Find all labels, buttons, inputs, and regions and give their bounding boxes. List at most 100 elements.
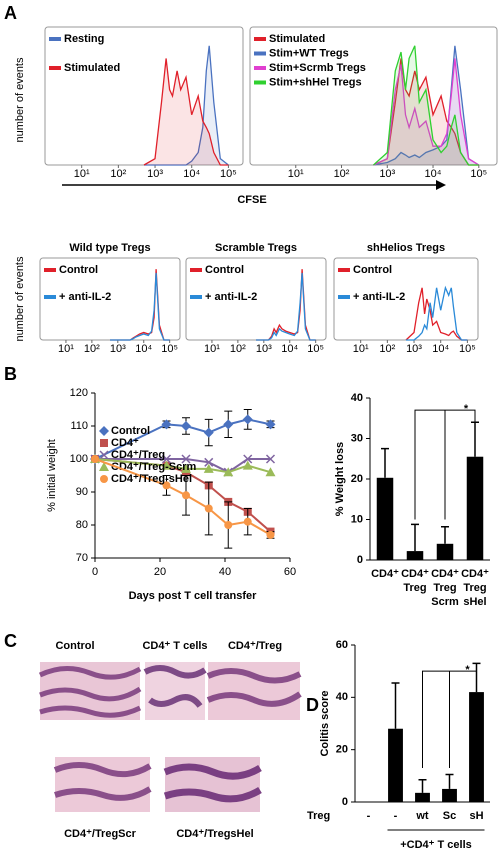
legend-marker xyxy=(99,462,109,471)
data-point xyxy=(265,454,276,464)
x-tick-label: 10² xyxy=(230,343,246,355)
histology: Control CD4⁺ T cells CD4⁺/Treg CD4⁺/Treg… xyxy=(38,640,302,840)
error-bar xyxy=(441,526,449,544)
legend-label: + anti-IL-2 xyxy=(205,291,257,303)
legend-label: Stimulated xyxy=(64,62,120,74)
x-tick-label: - xyxy=(394,810,398,822)
tissue-pattern xyxy=(206,668,302,707)
legend-label: Control xyxy=(59,264,98,276)
data-point xyxy=(265,467,276,477)
x-tick-label: sH xyxy=(469,810,483,822)
chart-title: Wild type Tregs xyxy=(69,242,150,254)
tissue-pattern xyxy=(53,762,152,801)
x-tick-label: CD4⁺ Treg Scrm xyxy=(431,568,459,608)
error-bar xyxy=(411,523,419,552)
bar xyxy=(442,788,457,802)
x-tick-label: 10¹ xyxy=(74,168,90,180)
legend-label: Control xyxy=(353,264,392,276)
chart-title: shHelios Tregs xyxy=(367,242,445,254)
y-tick-label: 70 xyxy=(76,552,88,564)
legend-label: + anti-IL-2 xyxy=(353,291,405,303)
bar xyxy=(466,456,484,560)
image-label: Control xyxy=(55,640,94,652)
legend-label: + anti-IL-2 xyxy=(59,291,111,303)
data-point xyxy=(266,530,275,539)
y-tick-label: 80 xyxy=(76,519,88,531)
panel-label: B xyxy=(4,364,17,384)
data-point xyxy=(161,454,172,464)
data-point xyxy=(162,481,171,490)
chart-title: Scramble Tregs xyxy=(215,242,297,254)
data-point xyxy=(243,517,252,526)
histogram-area xyxy=(373,58,479,165)
x-tick-label: wt xyxy=(415,810,429,822)
x-tick-label: 10³ xyxy=(110,343,126,355)
group-label: +CD4⁺ T cells xyxy=(400,839,472,851)
x-tick-label: - xyxy=(367,810,371,822)
data-point xyxy=(161,460,172,470)
legend-label: Stim+Scrmb Tregs xyxy=(269,62,366,74)
row-label: Treg xyxy=(307,810,330,822)
y-tick-label: 0 xyxy=(342,796,348,808)
error-bar xyxy=(445,773,454,789)
x-tick-label: 10⁴ xyxy=(432,343,449,355)
data-point xyxy=(265,419,276,430)
histogram-curve xyxy=(143,58,229,166)
y-tick-label: 40 xyxy=(351,392,363,404)
bar xyxy=(376,477,394,560)
x-tick-label: 60 xyxy=(284,566,296,578)
x-tick-label: CD4⁺ Treg sHel xyxy=(461,568,489,608)
image-label: CD4⁺ T cells xyxy=(142,640,207,652)
histogram-curve xyxy=(406,285,468,341)
x-tick-label: 10⁵ xyxy=(459,343,476,355)
legend-label: CD4⁺/Treg xyxy=(111,449,165,461)
histogram-curve xyxy=(405,287,468,341)
panel-label: A xyxy=(4,3,17,23)
x-tick-label: Sc xyxy=(443,810,456,822)
y-axis-label: number of events xyxy=(14,57,26,142)
x-tick-label: 10¹ xyxy=(58,343,74,355)
histogram-area xyxy=(144,45,229,165)
histogram-curve xyxy=(110,272,170,341)
significance-bracket xyxy=(422,670,477,768)
bar xyxy=(469,692,484,802)
tissue-pattern xyxy=(38,666,142,718)
annotation: * xyxy=(464,403,469,415)
legend-label: CD4⁺/Treg-sHel xyxy=(111,473,192,485)
bar xyxy=(388,728,403,802)
histogram-curve xyxy=(373,45,480,166)
data-point xyxy=(223,467,234,477)
y-tick-label: 100 xyxy=(70,453,88,465)
histogram-area xyxy=(373,45,479,165)
x-tick-label: 10³ xyxy=(379,168,395,180)
error-bar xyxy=(381,447,389,478)
x-tick-label: 10¹ xyxy=(353,343,369,355)
x-tick-label: 10¹ xyxy=(288,168,304,180)
x-tick-label: 10¹ xyxy=(204,343,220,355)
x-tick-label: 10² xyxy=(379,343,395,355)
tissue-pattern xyxy=(163,763,262,803)
data-point xyxy=(91,455,99,463)
y-tick-label: 120 xyxy=(70,387,88,399)
bar xyxy=(406,551,424,560)
image-label: CD4⁺/Treg xyxy=(228,640,282,652)
histogram-curve xyxy=(256,269,316,341)
data-point xyxy=(204,457,214,467)
y-tick-label: 20 xyxy=(351,473,363,485)
histogram-curve xyxy=(144,45,229,166)
data-point xyxy=(224,521,233,529)
y-tick-label: 40 xyxy=(336,691,348,703)
x-tick-label: 10³ xyxy=(147,168,163,180)
x-tick-label: 10³ xyxy=(256,343,272,355)
image-label: CD4⁺/TregsHel xyxy=(176,828,253,840)
x-tick-label: 10⁵ xyxy=(161,343,178,355)
y-tick-label: 0 xyxy=(357,554,363,566)
panel-label: C xyxy=(4,631,17,651)
data-point xyxy=(181,454,191,464)
error-bar xyxy=(471,421,479,457)
legend-marker xyxy=(99,450,109,460)
error-bar xyxy=(418,779,427,793)
error-bar xyxy=(391,682,400,729)
data-point xyxy=(204,504,213,513)
y-axis-label: number of events xyxy=(14,256,26,341)
